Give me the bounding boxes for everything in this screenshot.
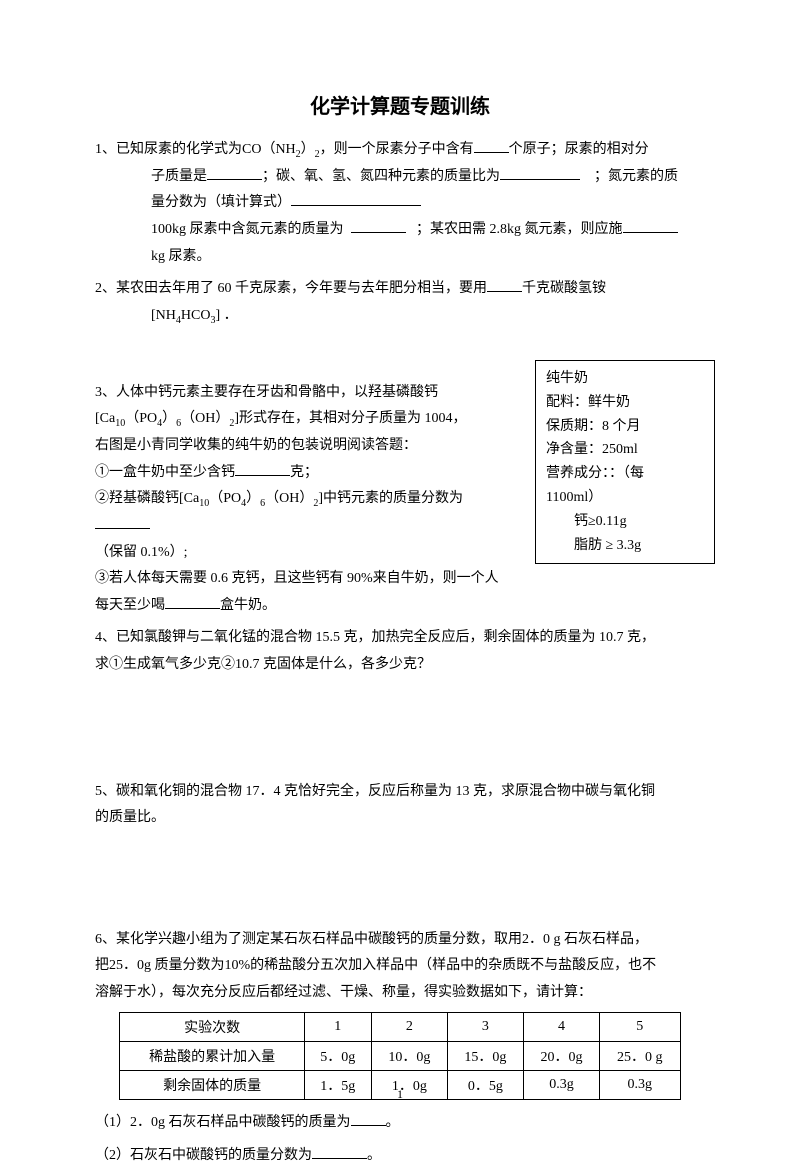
text: 已知尿素的化学式为CO（NH — [116, 142, 296, 157]
table-cell: 10．0g — [371, 1042, 447, 1071]
table-cell: 4 — [523, 1013, 599, 1042]
text: 某化学兴趣小组为了测定某石灰石样品中碳酸钙的质量分数，取用2．0 g 石灰石样品… — [116, 932, 648, 947]
text: kg 尿素。 — [151, 249, 211, 264]
text: （OH） — [181, 411, 229, 426]
text: 盒牛奶。 — [220, 598, 276, 613]
blank — [95, 515, 150, 529]
text: 千克碳酸氢铵 — [522, 281, 606, 296]
table-row: 稀盐酸的累计加入量 5．0g 10．0g 15．0g 20．0g 25．0 g — [120, 1042, 680, 1071]
text: 量分数为（填计算式） — [151, 195, 291, 210]
text: [Ca — [95, 411, 115, 426]
text: ；碳、氧、氢、氮四种元素的质量比为 — [262, 169, 500, 184]
text: （PO — [125, 411, 157, 426]
text: （2）石灰石中碳酸钙的质量分数为 — [95, 1148, 312, 1163]
table-cell: 15．0g — [447, 1042, 523, 1071]
text: ） — [301, 142, 315, 157]
text: 每天至少喝 — [95, 598, 165, 613]
text: 右图是小青同学收集的纯牛奶的包装说明阅读答题： — [95, 433, 515, 460]
problem-num: 3、 — [95, 385, 116, 400]
text: 已知氯酸钾与二氧化锰的混合物 15.5 克，加热完全反应后，剩余固体的质量为 1… — [116, 630, 655, 645]
text: （1）2．0g 石灰石样品中碳酸钙的质量为 — [95, 1115, 351, 1130]
text: ；氮元素的质 — [594, 169, 678, 184]
table-cell: 稀盐酸的累计加入量 — [120, 1042, 304, 1071]
subscript: 10 — [199, 498, 209, 509]
table-cell: 0.3g — [523, 1071, 599, 1100]
text: 。 — [386, 1115, 400, 1130]
problem-4: 4、已知氯酸钾与二氧化锰的混合物 15.5 克，加热完全反应后，剩余固体的质量为… — [95, 625, 705, 678]
blank — [207, 166, 262, 180]
table-row: 实验次数 1 2 3 4 5 — [120, 1013, 680, 1042]
blank — [351, 219, 406, 233]
problem-num: 4、 — [95, 630, 116, 645]
text: ①一盒牛奶中至少含钙 — [95, 465, 235, 480]
text: 把25．0g 质量分数为10%的稀盐酸分五次加入样品中（样品中的杂质既不与盐酸反… — [95, 953, 705, 980]
text: ③若人体每天需要 0.6 克钙，且这些钙有 90%来自牛奶，则一个人 — [95, 566, 515, 593]
table-cell: 1．5g — [304, 1071, 371, 1100]
table-cell: 25．0 g — [599, 1042, 680, 1071]
blank — [351, 1112, 386, 1126]
blank — [474, 139, 509, 153]
text: ] ． — [215, 308, 237, 323]
text: ②羟基磷酸钙[Ca — [95, 491, 199, 506]
text: ） — [246, 491, 260, 506]
text: 100kg 尿素中含氮元素的质量为 — [151, 222, 344, 237]
text: （保留 0.1%）; — [95, 540, 515, 567]
subscript: 10 — [115, 418, 125, 429]
blank — [487, 278, 522, 292]
table-cell: 剩余固体的质量 — [120, 1071, 304, 1100]
text: ） — [162, 411, 176, 426]
text: 某农田去年用了 60 千克尿素，今年要与去年肥分相当，要用 — [116, 281, 487, 296]
blank — [291, 192, 421, 206]
text: ]形式存在，其相对分子质量为 1004， — [234, 411, 466, 426]
text: 碳和氧化铜的混合物 17．4 克恰好完全，反应后称量为 13 克，求原混合物中碳… — [116, 784, 655, 799]
text: ，则一个尿素分子中含有 — [320, 142, 474, 157]
problem-1: 1、已知尿素的化学式为CO（NH2）2，则一个尿素分子中含有个原子；尿素的相对分… — [95, 137, 705, 270]
table-cell: 2 — [371, 1013, 447, 1042]
text: 。 — [367, 1148, 381, 1163]
problem-5: 5、碳和氧化铜的混合物 17．4 克恰好完全，反应后称量为 13 克，求原混合物… — [95, 779, 705, 832]
blank — [312, 1145, 367, 1159]
page-title: 化学计算题专题训练 — [95, 90, 705, 119]
blank — [235, 462, 290, 476]
table-cell: 0.3g — [599, 1071, 680, 1100]
text: [NH — [151, 308, 176, 323]
table-cell: 1．0g — [371, 1071, 447, 1100]
problem-6: 6、某化学兴趣小组为了测定某石灰石样品中碳酸钙的质量分数，取用2．0 g 石灰石… — [95, 927, 705, 1007]
table-cell: 0．5g — [447, 1071, 523, 1100]
text: HCO — [181, 308, 211, 323]
text: （OH） — [265, 491, 313, 506]
blank — [165, 595, 220, 609]
table-cell: 3 — [447, 1013, 523, 1042]
table-cell: 20．0g — [523, 1042, 599, 1071]
problem-6-sub2: （2）石灰石中碳酸钙的质量分数为 。 — [95, 1143, 705, 1170]
text: 克； — [290, 465, 318, 480]
table-cell: 实验次数 — [120, 1013, 304, 1042]
table-cell: 1 — [304, 1013, 371, 1042]
text: 子质量是 — [151, 169, 207, 184]
problem-num: 2、 — [95, 281, 116, 296]
text: ]中钙元素的质量分数为 — [318, 491, 463, 506]
table-cell: 5．0g — [304, 1042, 371, 1071]
problem-num: 1、 — [95, 142, 116, 157]
problem-6-sub1: （1）2．0g 石灰石样品中碳酸钙的质量为 。 — [95, 1110, 705, 1137]
text: 个原子；尿素的相对分 — [509, 142, 649, 157]
blank — [623, 219, 678, 233]
text: 的质量比。 — [95, 805, 705, 832]
problem-3: 3、人体中钙元素主要存在牙齿和骨骼中，以羟基磷酸钙 [Ca10（PO4）6（OH… — [95, 380, 705, 620]
problem-num: 6、 — [95, 932, 116, 947]
problem-2: 2、某农田去年用了 60 千克尿素，今年要与去年肥分相当，要用 千克碳酸氢铵 [N… — [95, 276, 705, 329]
text: 溶解于水），每次充分反应后都经过滤、干燥、称量，得实验数据如下，请计算： — [95, 980, 705, 1007]
table-cell: 5 — [599, 1013, 680, 1042]
page-number: 1 — [397, 1087, 403, 1102]
text: （PO — [209, 491, 241, 506]
blank — [500, 166, 580, 180]
text: 求①生成氧气多少克②10.7 克固体是什么，各多少克？ — [95, 652, 705, 679]
text: ；某农田需 2.8kg 氮元素，则应施 — [416, 222, 623, 237]
problem-num: 5、 — [95, 784, 116, 799]
text: 人体中钙元素主要存在牙齿和骨骼中，以羟基磷酸钙 — [116, 385, 438, 400]
